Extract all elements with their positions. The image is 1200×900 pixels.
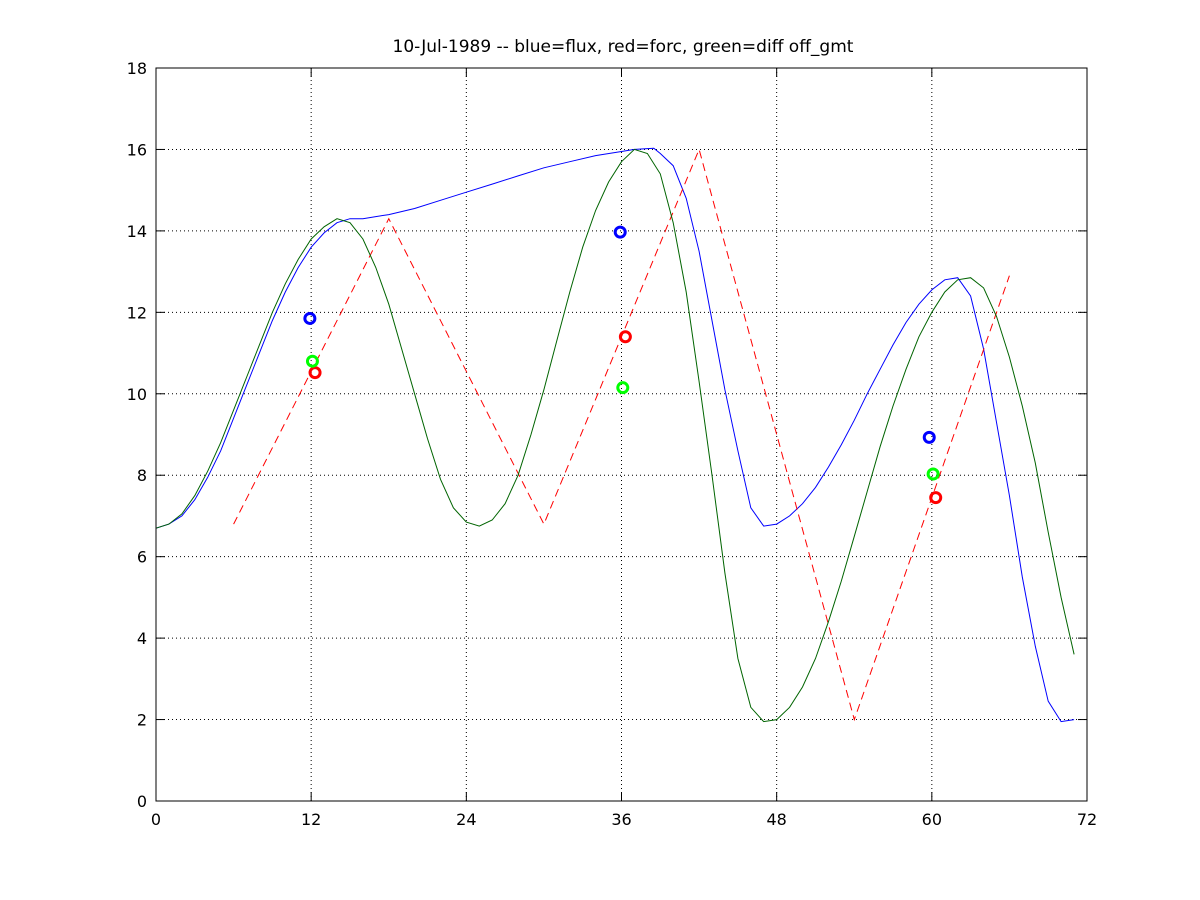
y-tick-label: 12 (127, 303, 147, 322)
axis-ticks (155, 67, 1088, 802)
data-marker-3 (308, 366, 322, 380)
y-tick-label: 2 (137, 711, 147, 730)
data-marker-0 (303, 311, 317, 325)
y-tick-label: 16 (127, 140, 147, 159)
y-tick-labels: 0 2 4 6 8 10 12 14 16 18 (127, 59, 147, 811)
y-tick-label: 8 (137, 466, 147, 485)
x-tick-label: 12 (301, 810, 321, 829)
data-marker-8 (926, 467, 940, 481)
data-marker-5 (929, 491, 943, 505)
series-line-2 (155, 148, 1075, 723)
y-tick-label: 4 (137, 629, 147, 648)
chart-title: 10-Jul-1989 -- blue=flux, red=forc, gree… (393, 37, 854, 57)
series-line-0 (155, 147, 1075, 723)
data-marker-2 (922, 430, 936, 444)
y-tick-label: 10 (127, 385, 147, 404)
data-marker-4 (618, 330, 632, 344)
x-tick-label: 60 (922, 810, 942, 829)
x-tick-label: 24 (456, 810, 476, 829)
x-tick-label: 36 (611, 810, 631, 829)
x-tick-label: 72 (1077, 810, 1097, 829)
y-tick-label: 0 (137, 792, 147, 811)
x-tick-labels: 0 12 24 36 48 60 72 (151, 810, 1097, 829)
marker-group (303, 225, 943, 505)
data-marker-6 (305, 354, 319, 368)
data-marker-1 (613, 225, 627, 239)
data-marker-7 (616, 381, 630, 395)
y-tick-label: 18 (127, 59, 147, 78)
y-tick-label: 14 (127, 222, 147, 241)
x-tick-label: 48 (766, 810, 786, 829)
x-tick-label: 0 (151, 810, 161, 829)
y-tick-label: 6 (137, 548, 147, 567)
